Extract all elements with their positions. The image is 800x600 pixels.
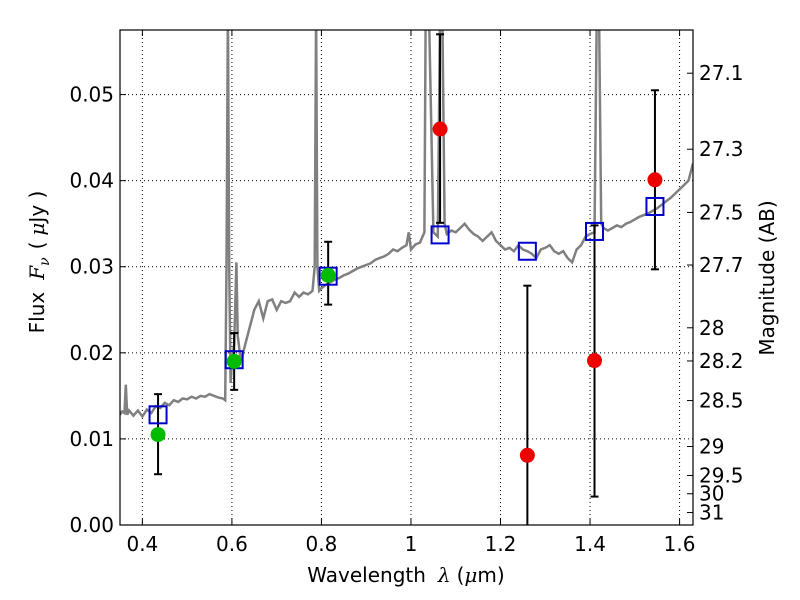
mag-tick-label: 30	[699, 482, 724, 506]
x-tick-label: 1.2	[485, 532, 517, 556]
red-point	[519, 447, 535, 463]
mag-tick-label: 29	[699, 434, 724, 458]
mag-tick-label: 28	[699, 316, 724, 340]
y-tick-label: 0.02	[69, 341, 114, 365]
spectrum-layer	[120, 30, 693, 419]
y-tick-label: 0.00	[69, 513, 114, 537]
model-square-marker	[148, 405, 168, 425]
x-tick-label: 1.4	[574, 532, 606, 556]
mag-tick-label: 31	[699, 501, 724, 525]
mag-tick-label: 29.5	[699, 463, 744, 487]
x-tick-label: 0.6	[216, 532, 248, 556]
mag-tick-label: 27.3	[699, 137, 744, 161]
x-tick-label: 0.4	[126, 532, 158, 556]
detected-point	[320, 267, 336, 283]
axis-ticks: 0.4 0.6 0.8 1 1.2 1.4 1.6 0.00 0.01 0.02 0.03 0.04 0…	[69, 30, 744, 556]
detected-point	[226, 353, 242, 369]
model-square-marker	[585, 221, 605, 241]
red-point	[432, 121, 448, 137]
mag-tick-label: 28.2	[699, 349, 744, 373]
red-point	[587, 353, 603, 369]
y-tick-label: 0.03	[69, 255, 114, 279]
plot-frame	[119, 29, 694, 526]
model-square-marker	[645, 196, 665, 216]
detected-point	[150, 427, 166, 443]
model-square-marker	[517, 241, 537, 261]
model-square-marker	[318, 266, 338, 286]
model-square-marker	[430, 225, 450, 245]
x-tick-label: 0.8	[306, 532, 338, 556]
x-tick-label: 1.6	[664, 532, 696, 556]
y-tick-label: 0.01	[69, 427, 114, 451]
mag-tick-label: 27.7	[699, 253, 744, 277]
y-axis-title: FluxFν(μJy )	[25, 191, 53, 334]
y2-axis-title: Magnitude (AB)	[755, 200, 779, 355]
spectrum-line	[120, 30, 693, 419]
y-tick-label: 0.05	[69, 83, 114, 107]
x-tick-label: 1	[405, 532, 418, 556]
y-tick-label: 0.04	[69, 169, 114, 193]
grid-lines	[120, 30, 693, 525]
x-axis-title: Wavelength λ (μm)	[307, 563, 504, 587]
mag-tick-label: 28.5	[699, 389, 744, 413]
data-markers	[148, 121, 665, 463]
mag-tick-label: 27.1	[699, 61, 744, 85]
red-point	[647, 172, 663, 188]
mag-tick-label: 27.5	[699, 200, 744, 224]
